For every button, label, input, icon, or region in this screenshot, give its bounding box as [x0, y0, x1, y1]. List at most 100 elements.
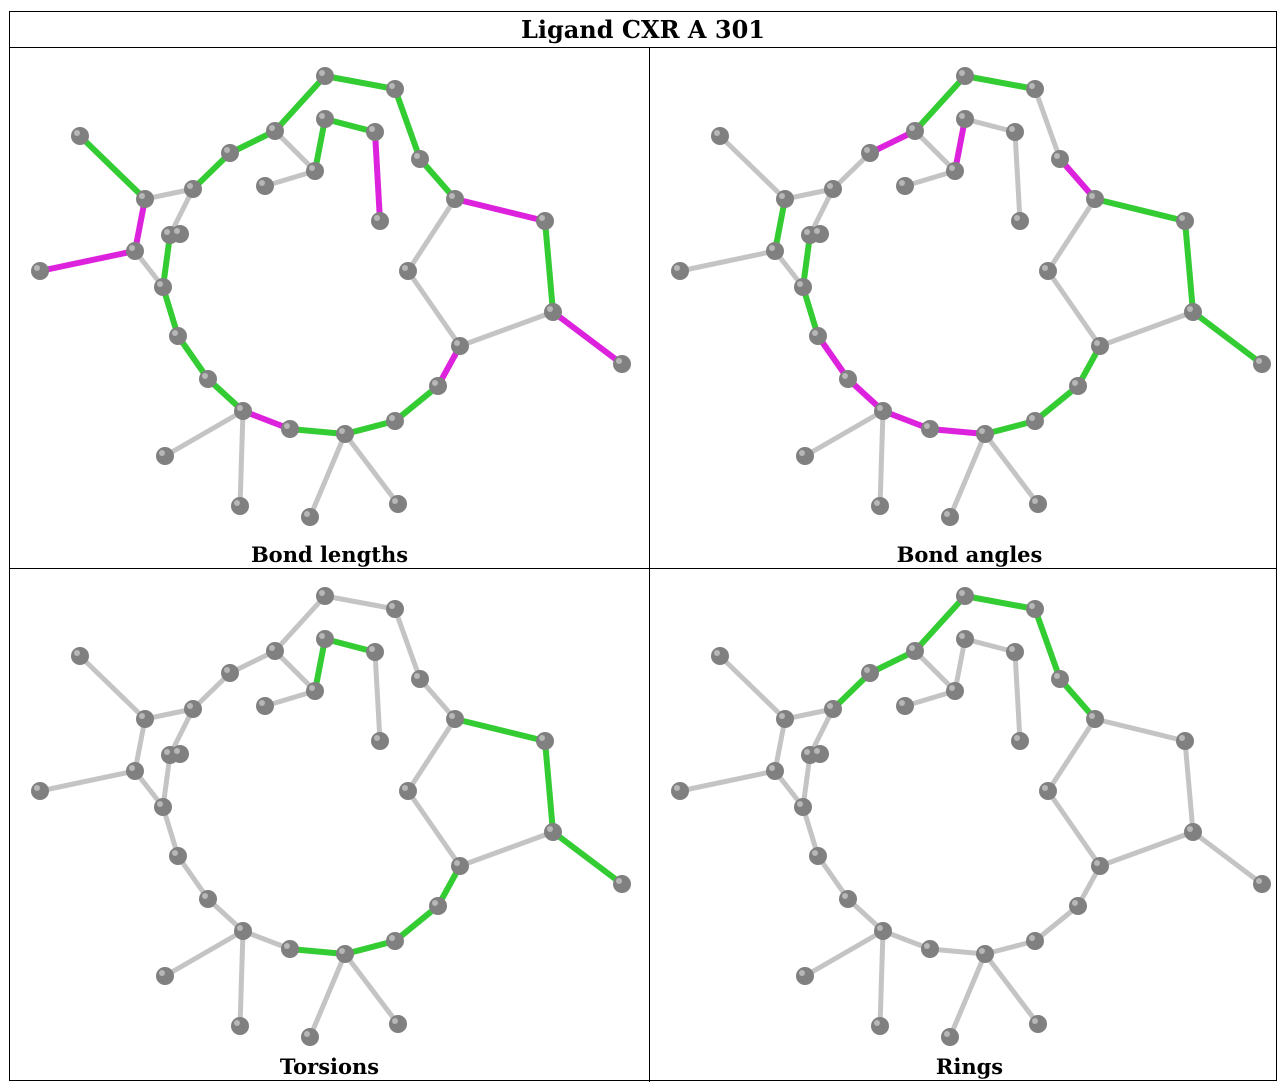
atom-highlight — [402, 785, 408, 791]
atom-highlight — [924, 943, 930, 949]
bond — [912, 593, 968, 654]
atom-highlight — [1089, 713, 1095, 719]
atom — [956, 110, 974, 128]
horizontal-divider — [10, 568, 1276, 569]
atom-highlight — [369, 646, 375, 652]
atom — [1051, 150, 1069, 168]
atom — [824, 700, 842, 718]
atom — [896, 697, 914, 715]
atom-highlight — [339, 428, 345, 434]
bond — [372, 649, 383, 744]
bond — [392, 606, 423, 682]
atom — [336, 425, 354, 443]
atom-highlight — [259, 180, 265, 186]
atom-highlight — [1029, 935, 1035, 941]
bond — [1032, 606, 1063, 682]
atom — [371, 212, 389, 230]
atom — [386, 412, 404, 430]
atom-highlight — [1029, 415, 1035, 421]
atom-highlight — [944, 511, 950, 517]
atom — [411, 150, 429, 168]
atom-highlight — [539, 215, 545, 221]
atom — [1026, 412, 1044, 430]
atom — [1091, 337, 1109, 355]
atom — [411, 670, 429, 688]
atom-highlight — [539, 735, 545, 741]
bond — [287, 426, 348, 437]
atom — [184, 700, 202, 718]
bond — [1182, 738, 1196, 835]
vertical-divider — [649, 48, 650, 1082]
bond — [877, 928, 886, 1029]
atom-highlight — [319, 633, 325, 639]
atom — [824, 180, 842, 198]
bond — [1012, 129, 1023, 224]
bond — [342, 951, 401, 1027]
atom — [169, 327, 187, 345]
panel-rings: Rings — [650, 569, 1278, 1088]
atom — [809, 327, 827, 345]
atom — [1011, 732, 1029, 750]
atom — [711, 647, 729, 665]
atom-highlight — [164, 749, 170, 755]
atom — [221, 144, 239, 162]
panel-caption: Bond angles — [896, 542, 1043, 567]
atom-highlight — [1054, 153, 1060, 159]
atom — [371, 732, 389, 750]
atom-highlight — [804, 229, 810, 235]
atom-highlight — [714, 130, 720, 136]
atom-highlight — [369, 126, 375, 132]
bond — [677, 248, 778, 274]
bond — [77, 653, 148, 722]
atom-highlight — [159, 970, 165, 976]
atom-highlight — [797, 281, 803, 287]
atom-highlight — [864, 147, 870, 153]
bond — [550, 829, 625, 887]
bond — [1032, 86, 1063, 162]
atom — [429, 377, 447, 395]
atom-highlight — [827, 703, 833, 709]
atom — [446, 190, 464, 208]
atom-highlight — [674, 265, 680, 271]
atom-highlight — [959, 70, 965, 76]
atom — [956, 67, 974, 85]
atom — [301, 508, 319, 526]
bond — [405, 268, 463, 349]
atom — [794, 798, 812, 816]
atom — [281, 940, 299, 958]
atom — [796, 967, 814, 985]
atom — [956, 587, 974, 605]
atom-highlight — [34, 785, 40, 791]
atom-highlight — [674, 785, 680, 791]
atom — [1184, 823, 1202, 841]
atom-highlight — [319, 113, 325, 119]
atom — [839, 370, 857, 388]
atom-highlight — [842, 373, 848, 379]
bond — [392, 383, 441, 424]
atom — [766, 762, 784, 780]
atom-highlight — [1094, 860, 1100, 866]
atom — [154, 798, 172, 816]
atom-highlight — [187, 183, 193, 189]
atom — [906, 122, 924, 140]
bond — [1045, 788, 1103, 869]
atom — [766, 242, 784, 260]
panel-caption: Rings — [935, 1054, 1004, 1079]
bond — [1182, 218, 1196, 315]
atom-highlight — [547, 826, 553, 832]
atom-highlight — [949, 165, 955, 171]
atom-highlight — [1179, 215, 1185, 221]
atom — [1176, 732, 1194, 750]
atom-highlight — [1256, 358, 1262, 364]
atom-highlight — [202, 893, 208, 899]
atom — [231, 497, 249, 515]
atom — [874, 402, 892, 420]
atom — [266, 642, 284, 660]
atom-highlight — [877, 405, 883, 411]
bond — [1092, 716, 1188, 744]
atom — [1069, 377, 1087, 395]
bond — [272, 73, 328, 134]
atom-highlight — [1187, 826, 1193, 832]
bond — [1032, 903, 1081, 944]
atom-highlight — [909, 125, 915, 131]
